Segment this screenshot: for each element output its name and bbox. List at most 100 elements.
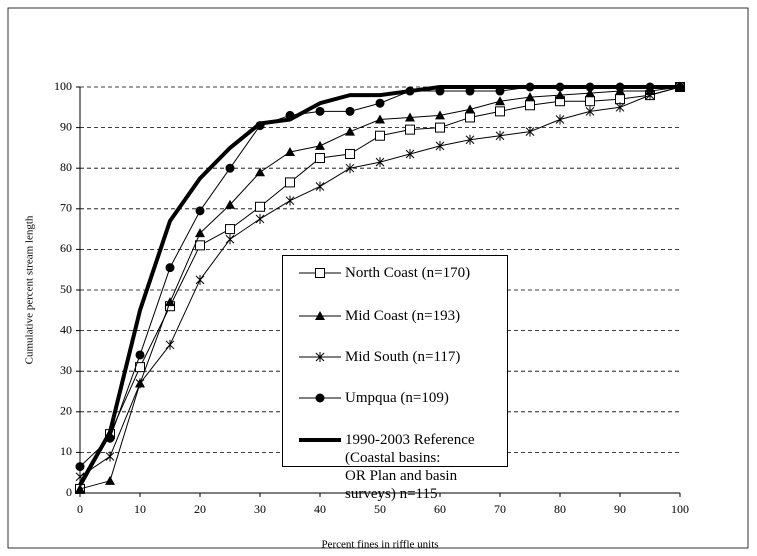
y-tick-label: 0 (66, 485, 72, 499)
x-axis-title: Percent fines in riffle units (321, 539, 438, 551)
marker (225, 224, 235, 235)
x-tick-label: 50 (374, 502, 386, 516)
legend-swatch (299, 438, 341, 442)
marker (405, 124, 415, 135)
chart-frame (7, 7, 749, 549)
marker (105, 475, 115, 485)
marker (585, 88, 595, 98)
marker (75, 483, 85, 493)
x-tick-label: 20 (194, 502, 206, 516)
x-tick-label: 60 (434, 502, 446, 516)
marker (465, 112, 475, 123)
legend-entry: North Coast (n=170) (299, 264, 507, 282)
marker (585, 96, 595, 107)
marker (405, 112, 415, 122)
marker (315, 393, 325, 403)
marker (195, 206, 205, 216)
marker (375, 98, 385, 108)
marker (165, 339, 175, 350)
y-axis-title: Cumulative percent stream length (24, 215, 36, 364)
marker (225, 234, 235, 245)
marker (555, 90, 565, 100)
marker (585, 106, 595, 117)
marker (495, 96, 505, 106)
legend-label: Mid South (n=117) (345, 349, 461, 365)
y-tick-label: 70 (60, 201, 72, 215)
marker (225, 199, 235, 209)
marker (465, 104, 475, 114)
x-tick-label: 0 (77, 502, 83, 516)
x-tick-label: 70 (494, 502, 506, 516)
marker (135, 378, 145, 389)
legend-entry: 1990-2003 Reference (Coastal basins: OR … (299, 431, 507, 503)
marker (195, 228, 205, 238)
x-tick-label: 100 (671, 502, 689, 516)
y-tick-label: 10 (60, 444, 72, 458)
marker (525, 92, 535, 102)
marker (75, 462, 85, 472)
marker (435, 110, 445, 120)
marker (315, 268, 325, 278)
legend-label: Mid Coast (n=193) (345, 308, 461, 324)
marker (255, 213, 265, 224)
legend-entry: Mid South (n=117) (299, 348, 507, 366)
legend: North Coast (n=170) Mid Coast (n=193) Mid … (282, 255, 508, 502)
marker (225, 163, 235, 173)
marker (375, 157, 385, 168)
x-tick-label: 40 (314, 502, 326, 516)
marker (135, 350, 145, 360)
legend-entry: Umpqua (n=109) (299, 389, 507, 407)
marker (465, 134, 475, 145)
marker (555, 114, 565, 125)
marker (375, 130, 385, 141)
legend-swatch (299, 393, 341, 403)
marker (285, 177, 295, 188)
y-tick-label: 30 (60, 363, 72, 377)
marker (345, 106, 355, 116)
marker (195, 274, 205, 285)
legend-label: North Coast (n=170) (345, 265, 471, 281)
marker (165, 297, 175, 307)
marker (285, 146, 295, 156)
marker (375, 114, 385, 124)
marker (315, 352, 325, 362)
legend-label: 1990-2003 Reference (Coastal basins: OR … (345, 432, 475, 502)
marker (405, 148, 415, 159)
y-tick-label: 90 (60, 119, 72, 133)
y-tick-label: 60 (60, 241, 72, 255)
marker (285, 195, 295, 206)
x-tick-label: 10 (134, 502, 146, 516)
legend-entry: Mid Coast (n=193) (299, 307, 507, 325)
marker (255, 201, 265, 212)
series-line (78, 85, 680, 486)
legend-swatch (299, 311, 341, 320)
x-tick-label: 30 (254, 502, 266, 516)
x-tick-label: 90 (614, 502, 626, 516)
marker (495, 106, 505, 117)
marker (495, 130, 505, 141)
marker (315, 181, 325, 192)
marker (315, 140, 325, 150)
marker (105, 451, 115, 462)
legend-swatch (299, 352, 341, 362)
marker (315, 311, 325, 320)
y-tick-label: 50 (60, 282, 72, 296)
marker (165, 263, 175, 273)
y-tick-label: 80 (60, 160, 72, 174)
marker (315, 153, 325, 164)
marker (525, 100, 535, 111)
marker (255, 167, 265, 177)
marker (435, 122, 445, 133)
y-tick-label: 100 (54, 79, 72, 93)
x-tick-label: 80 (554, 502, 566, 516)
marker (345, 148, 355, 159)
y-tick-label: 20 (60, 404, 72, 418)
legend-swatch (299, 268, 341, 278)
marker (525, 126, 535, 137)
marker (435, 140, 445, 151)
marker (195, 240, 205, 251)
marker (345, 163, 355, 174)
marker (645, 90, 655, 101)
marker (345, 126, 355, 136)
